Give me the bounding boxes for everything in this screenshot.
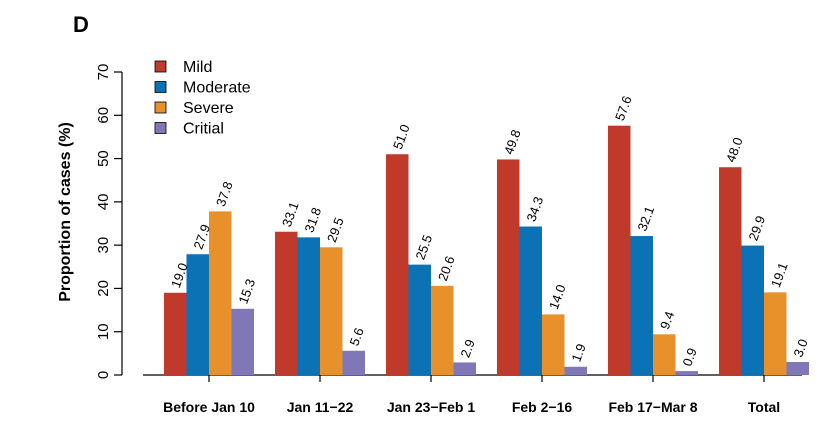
data-label: 3.0	[790, 337, 810, 359]
bar-severe	[320, 247, 343, 375]
bar-severe	[431, 285, 454, 375]
y-axis-label: Proportion of cases (%)	[57, 122, 74, 302]
data-label: 9.4	[657, 309, 677, 331]
y-tick-label: 60	[95, 107, 112, 124]
x-tick-label: Total	[748, 399, 780, 415]
bar-severe	[542, 314, 565, 375]
x-tick-label: Feb 2−16	[512, 399, 573, 415]
data-label: 32.1	[634, 204, 657, 233]
bar-critial	[675, 371, 698, 375]
legend-swatch-mild	[154, 60, 167, 73]
data-label: 25.5	[412, 233, 435, 262]
x-tick-label: Jan 23−Feb 1	[387, 399, 476, 415]
legend-swatch-critial	[154, 122, 167, 134]
bar-critial	[564, 366, 587, 375]
bar-critial	[786, 362, 809, 375]
data-label: 19.1	[768, 260, 791, 289]
data-label: 49.8	[501, 128, 524, 157]
y-tick-label: 70	[95, 64, 112, 81]
bar-moderate	[408, 264, 431, 375]
bar-critial	[453, 362, 476, 375]
bar-moderate	[186, 254, 209, 375]
legend-label: Critial	[183, 121, 224, 138]
y-tick-label: 20	[95, 280, 112, 297]
y-tick-label: 10	[95, 323, 112, 340]
bar-critial	[342, 350, 365, 375]
data-label: 37.8	[213, 179, 236, 208]
data-label: 57.6	[612, 94, 635, 123]
bar-severe	[209, 211, 232, 375]
x-tick-label: Jan 11−22	[287, 399, 354, 415]
data-label: 14.0	[546, 283, 569, 312]
data-labels-group: 19.033.151.0 49.857.648.027.931.825.534.3…	[168, 94, 811, 368]
legend-swatch-moderate	[154, 81, 167, 93]
y-tick-label: 40	[95, 194, 112, 211]
legend-label: Mild	[183, 59, 212, 76]
y-tick-label: 50	[95, 150, 112, 167]
data-label: 2.9	[457, 337, 477, 359]
data-label: 48.0	[723, 135, 746, 164]
bar-moderate	[519, 226, 542, 375]
legend-swatch-severe	[154, 101, 167, 114]
data-label: 29.5	[324, 215, 347, 244]
data-label: 29.9	[745, 214, 768, 243]
x-tick-label: Before Jan 10	[163, 399, 255, 415]
panel-label: D	[73, 12, 89, 37]
data-label: 31.8	[301, 205, 324, 234]
legend: Mild Moderate Severe Critial	[154, 59, 251, 138]
x-tick-label: Feb 17−Mar 8	[608, 399, 697, 415]
bar-mild	[719, 167, 742, 375]
data-label: 51.0	[390, 122, 413, 151]
bar-moderate	[630, 236, 653, 375]
data-label: 34.3	[523, 195, 546, 224]
bar-moderate	[297, 237, 320, 375]
bar-severe	[764, 292, 787, 375]
y-tick-label: 0	[95, 371, 112, 379]
data-label: 1.9	[568, 342, 588, 364]
bars-group	[164, 125, 809, 375]
data-label: 15.3	[235, 277, 258, 306]
bar-mild	[608, 125, 631, 375]
data-label: 5.6	[346, 326, 366, 348]
legend-label: Severe	[183, 100, 234, 117]
bar-mild	[164, 292, 187, 375]
bar-moderate	[741, 245, 764, 375]
bar-critial	[231, 308, 254, 375]
data-label: 0.9	[679, 346, 699, 368]
data-label: 33.1	[279, 200, 302, 229]
legend-label: Moderate	[183, 80, 251, 97]
y-axis: 0 10 20 30 40 50 60 70	[95, 64, 123, 379]
x-axis: Before Jan 10 Jan 11−22 Jan 23−Feb 1 Feb 2−…	[143, 374, 802, 415]
data-label: 20.6	[435, 254, 458, 283]
bar-mild	[275, 231, 298, 375]
bar-severe	[653, 334, 676, 375]
bar-mild	[386, 154, 409, 375]
y-tick-label: 30	[95, 237, 112, 254]
bar-mild	[497, 159, 520, 375]
